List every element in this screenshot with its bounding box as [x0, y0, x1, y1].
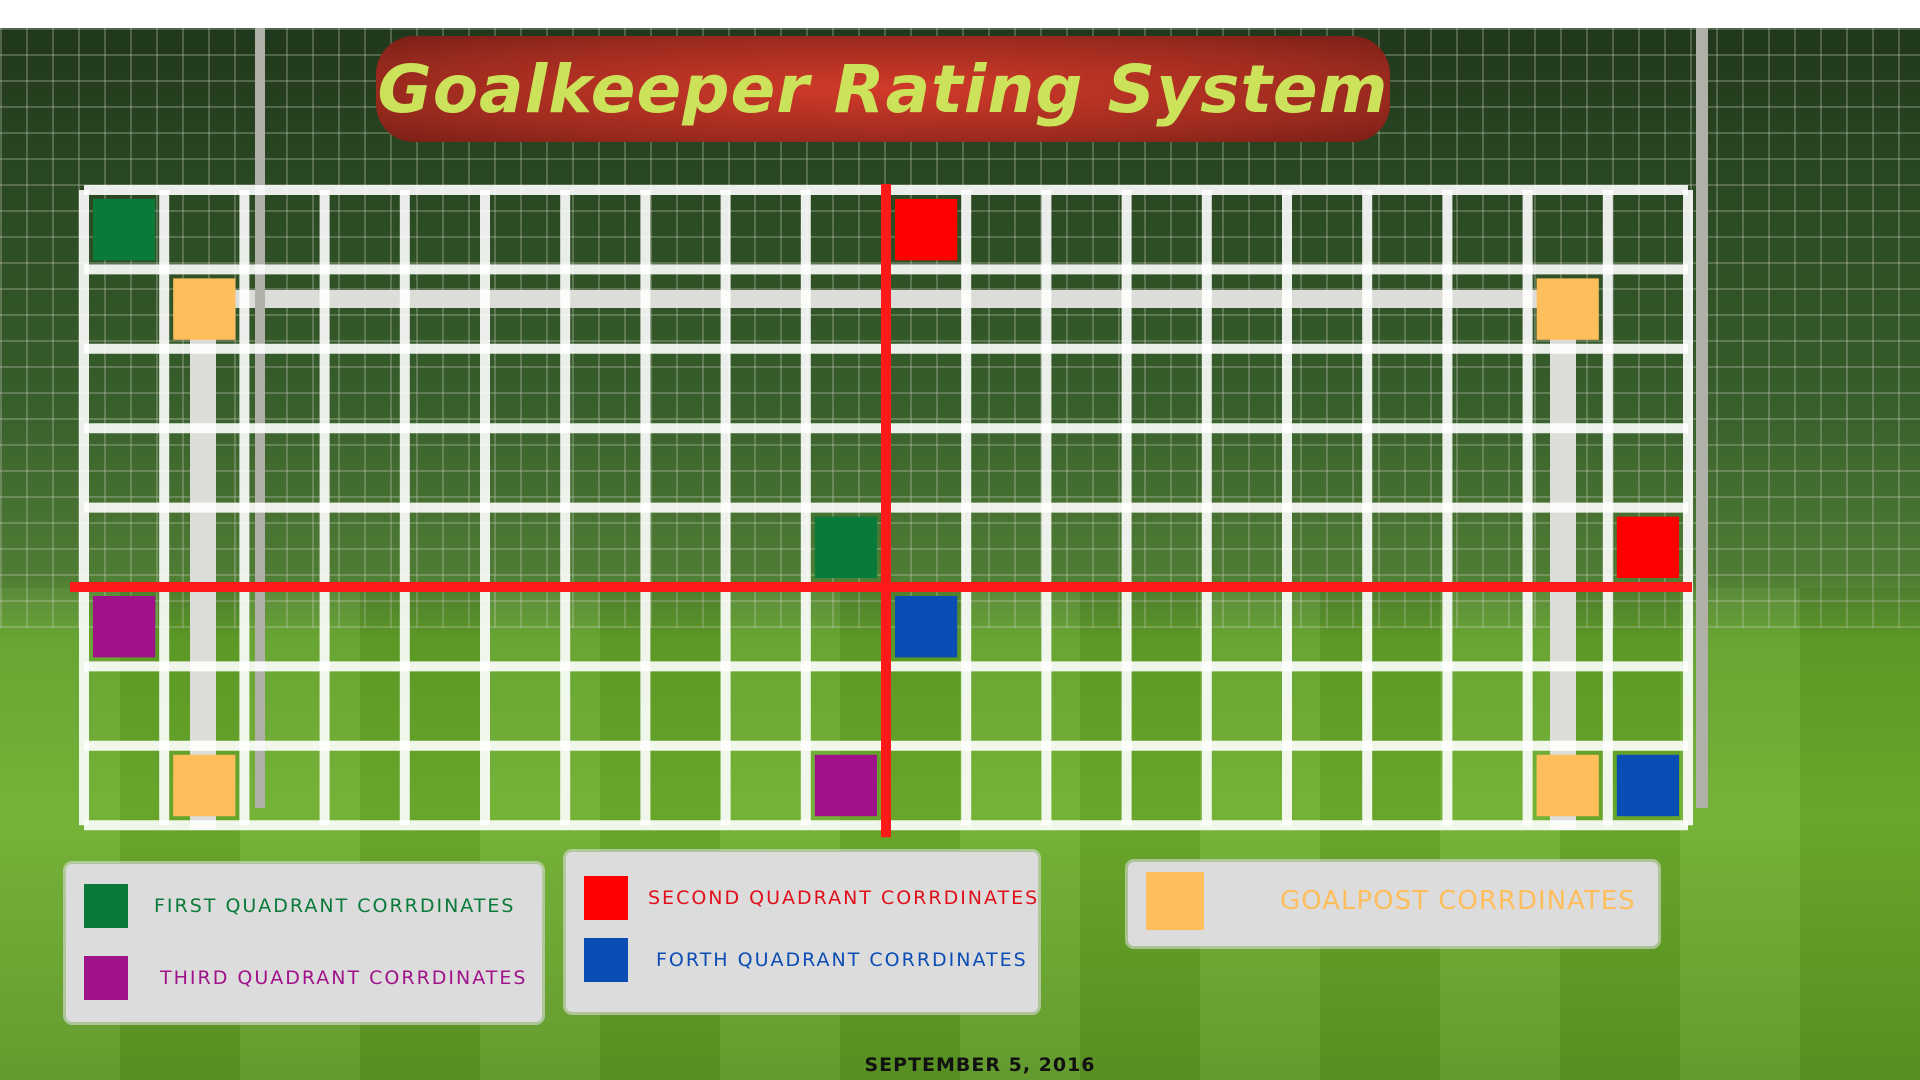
fourth-quadrant-marker: [1616, 754, 1679, 817]
legend-panel-middle: SECOND QUADRANT CORRDINATES FORTH QUADRA…: [566, 852, 1038, 1012]
legend-panel-right: GOALPOST CORRDINATES: [1128, 862, 1658, 946]
page-title: Goalkeeper Rating System: [377, 50, 1389, 128]
first-quadrant-marker: [93, 199, 156, 261]
first-quadrant-swatch: [84, 884, 128, 928]
legend-label-fourth: FORTH QUADRANT CORRDINATES: [656, 949, 1028, 971]
fourth-quadrant-marker: [895, 596, 958, 658]
title-banner: Goalkeeper Rating System: [376, 36, 1390, 142]
goalpost-marker: [173, 754, 236, 817]
legend-item-fourth-quadrant: FORTH QUADRANT CORRDINATES: [584, 938, 1028, 982]
legend-label-third: THIRD QUADRANT CORRDINATES: [160, 967, 528, 989]
legend-label-first: FIRST QUADRANT CORRDINATES: [154, 895, 516, 917]
goalpost-marker: [173, 278, 236, 340]
grid-markers: [93, 199, 1679, 817]
legend-label-second: SECOND QUADRANT CORRDINATES: [648, 887, 1040, 909]
first-quadrant-marker: [814, 516, 877, 578]
net-pole-right: [1696, 28, 1708, 808]
fourth-quadrant-swatch: [584, 938, 628, 982]
grid-lines: [79, 185, 1693, 831]
date-caption: SEPTEMBER 5, 2016: [864, 1054, 1096, 1076]
legend-item-first-quadrant: FIRST QUADRANT CORRDINATES: [84, 884, 515, 928]
legend-item-goalpost: GOALPOST CORRDINATES: [1146, 872, 1636, 930]
net-pole-left: [255, 28, 265, 808]
legend-item-third-quadrant: THIRD QUADRANT CORRDINATES: [84, 956, 527, 1000]
goalpost-marker: [1536, 278, 1599, 340]
quadrant-axes: [70, 184, 1692, 838]
second-quadrant-marker: [1616, 516, 1679, 578]
legend-label-goalpost: GOALPOST CORRDINATES: [1280, 886, 1636, 916]
goal-right-post: [1550, 290, 1576, 830]
second-quadrant-swatch: [584, 876, 628, 920]
legend-panel-left: FIRST QUADRANT CORRDINATES THIRD QUADRAN…: [66, 864, 542, 1022]
third-quadrant-marker: [814, 754, 877, 817]
legend-item-second-quadrant: SECOND QUADRANT CORRDINATES: [584, 876, 1039, 920]
goalpost-swatch: [1146, 872, 1204, 930]
goal-left-post: [190, 290, 216, 830]
third-quadrant-marker: [93, 596, 156, 658]
second-quadrant-marker: [895, 199, 958, 261]
goalpost-marker: [1536, 754, 1599, 817]
third-quadrant-swatch: [84, 956, 128, 1000]
